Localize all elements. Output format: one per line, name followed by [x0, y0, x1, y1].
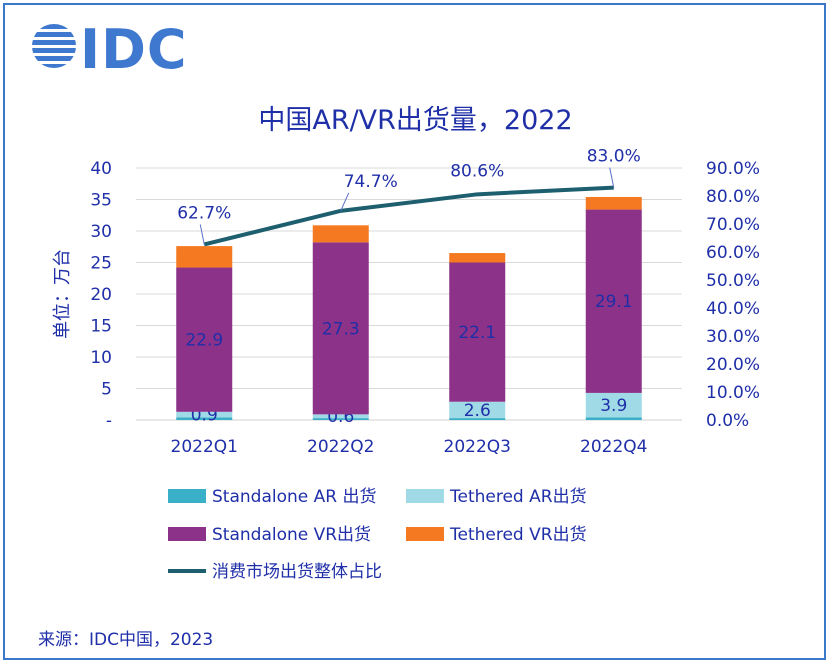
bar-segment [176, 417, 233, 420]
y2-tick-label: 10.0% [706, 383, 760, 403]
bar-data-label: 27.3 [322, 319, 360, 339]
y2-tick-label: 60.0% [706, 243, 760, 263]
bar-segment [585, 209, 642, 393]
bar-segment [585, 196, 642, 210]
bar-data-label: 22.1 [458, 323, 496, 343]
legend-label: 消费市场出货整体占比 [212, 562, 382, 582]
bar-segment [449, 418, 506, 420]
x-tick-label: 2022Q4 [580, 437, 647, 457]
leader-line [199, 224, 205, 245]
bar-segment [449, 253, 506, 263]
bar-segment [176, 267, 233, 412]
y-tick-label: 40 [90, 159, 112, 179]
x-tick-label: 2022Q1 [171, 437, 238, 457]
x-tick-label: 2022Q2 [307, 437, 374, 457]
y2-tick-label: 90.0% [706, 159, 760, 179]
bar-segment [585, 417, 642, 420]
bar-data-label: 22.9 [185, 331, 223, 351]
y-tick-label: - [106, 411, 112, 431]
y-tick-label: 20 [90, 285, 112, 305]
y-tick-label: 35 [90, 191, 112, 211]
chart-title: 中国AR/VR出货量，2022 [258, 105, 573, 136]
y-tick-label: 30 [90, 222, 112, 242]
y-axis-label: 单位：万台 [52, 249, 73, 339]
chart-frame [3, 3, 826, 660]
bar-segment [312, 225, 369, 243]
bar-segment [312, 242, 369, 415]
legend-swatch [168, 489, 206, 503]
y2-tick-label: 80.0% [706, 187, 760, 207]
y2-tick-label: 20.0% [706, 355, 760, 375]
legend-swatch [168, 527, 206, 541]
y2-tick-label: 30.0% [706, 327, 760, 347]
bar-data-label: 3.9 [600, 396, 627, 416]
y2-tick-label: 50.0% [706, 271, 760, 291]
x-tick-label: 2022Q3 [444, 437, 511, 457]
legend-swatch [406, 489, 444, 503]
y-tick-label: 5 [101, 380, 112, 400]
y2-tick-label: 40.0% [706, 299, 760, 319]
legend-swatch [406, 527, 444, 541]
legend-label: Standalone AR 出货 [212, 487, 376, 507]
bar-segment [585, 392, 642, 418]
bar-segment [176, 411, 233, 418]
legend-label: Tethered VR出货 [449, 525, 587, 545]
leader-line [609, 167, 615, 188]
bar-segment [312, 414, 369, 419]
idc-globe-icon [32, 24, 76, 68]
bar-data-label: 2.6 [464, 401, 491, 421]
y2-tick-label: 0.0% [706, 411, 749, 431]
bar-segment [312, 418, 369, 420]
bar-segment [449, 262, 506, 402]
bar-data-label: 29.1 [595, 292, 633, 312]
y-tick-label: 10 [90, 348, 112, 368]
y2-tick-label: 70.0% [706, 215, 760, 235]
idc-logo-text: IDC [80, 18, 188, 81]
legend-label: Tethered AR出货 [449, 487, 587, 507]
source-note: 来源：IDC中国，2023 [38, 630, 214, 650]
line-data-label: 62.7% [177, 203, 231, 223]
bar-segment [449, 401, 506, 419]
line-data-label: 74.7% [344, 172, 398, 192]
y-tick-label: 25 [90, 254, 112, 274]
y-tick-label: 15 [90, 317, 112, 337]
line-data-label: 83.0% [587, 147, 641, 167]
bar-segment [176, 246, 233, 268]
line-series [203, 185, 614, 247]
leader-line [340, 192, 350, 212]
legend-label: Standalone VR出货 [212, 525, 371, 545]
line-data-label: 80.6% [450, 161, 504, 181]
